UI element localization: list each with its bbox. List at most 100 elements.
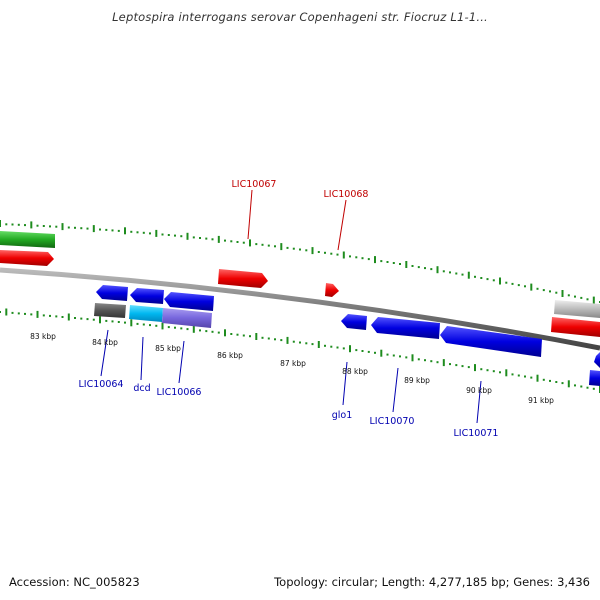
minor-tick [449,271,451,274]
major-tick [92,225,95,233]
minor-tick [0,311,1,313]
minor-tick [11,223,14,226]
minor-tick [236,333,239,336]
minor-tick [305,249,308,252]
kbp-label-89: 89 kbp [404,376,430,385]
minor-tick [324,344,326,347]
minor-tick [267,337,270,340]
major-tick [67,313,70,321]
gene-blue-right-2[interactable] [589,370,600,386]
major-tick [0,220,1,227]
gene-LIC10066[interactable] [162,308,212,328]
major-tick [530,283,533,291]
minor-tick [17,312,20,315]
minor-tick [380,260,383,263]
major-tick [186,232,189,240]
minor-tick [86,318,89,321]
minor-tick [430,360,433,363]
minor-tick [30,313,33,316]
genome-backbone [0,267,600,351]
major-tick [561,290,564,297]
gene-glo1[interactable] [341,314,367,330]
minor-tick [236,241,239,243]
gene-blue-right-1[interactable] [594,352,600,368]
major-tick [30,221,33,229]
minor-tick [430,268,433,271]
minor-tick [136,322,139,325]
minor-tick [399,355,401,358]
minor-tick [80,227,83,230]
minor-tick [292,247,295,250]
gene-LIC10067[interactable] [218,269,268,288]
minor-tick [242,334,245,337]
gene-red-right[interactable] [551,317,600,337]
minor-tick [280,339,283,342]
major-tick [474,364,476,372]
minor-tick [111,229,114,232]
minor-tick [80,317,83,320]
gene-blue-1[interactable] [96,285,128,301]
minor-tick [274,245,276,248]
minor-tick [36,224,39,227]
minor-tick [455,364,458,367]
gene-red-left[interactable] [0,250,54,266]
minor-tick [342,347,345,350]
major-tick [442,359,445,367]
minor-tick [217,331,220,334]
gene-label-LIC10067: LIC10067 [232,179,277,190]
minor-tick [424,267,426,270]
minor-tick [117,229,120,232]
gene-grey-right[interactable] [554,300,600,318]
label-leaders [100,189,482,424]
minor-tick [142,323,145,326]
minor-tick [474,275,476,278]
major-tick [286,336,289,344]
gene-blue-3[interactable] [164,292,214,311]
minor-tick [480,277,483,279]
major-tick [311,247,314,255]
gene-dcd[interactable] [129,305,163,322]
gene-green[interactable] [0,231,55,248]
minor-tick [392,354,395,357]
gene-blue-2[interactable] [130,288,164,304]
minor-tick [161,233,164,236]
minor-tick [67,226,70,229]
minor-tick [230,240,233,243]
forward-genes [0,231,600,337]
minor-tick [192,236,195,239]
minor-tick [61,316,64,318]
minor-tick [99,228,101,231]
minor-tick [136,231,139,234]
gene-LIC10071[interactable] [440,326,542,357]
minor-tick [249,335,251,338]
gene-LIC10064[interactable] [94,303,126,318]
minor-tick [355,256,358,259]
kbp-label-90: 90 kbp [466,386,492,395]
minor-tick [486,369,489,372]
reverse-genes [94,285,600,386]
minor-tick [592,387,595,390]
accession-text: Accession: NC_005823 [9,575,140,589]
minor-tick [361,257,364,260]
major-tick [99,316,101,324]
kbp-scale: 83 kbp 84 kbp 85 kbp 86 kbp 87 kbp 88 kb… [30,332,554,405]
minor-tick [42,225,45,227]
minor-tick [417,266,420,269]
minor-tick [17,223,20,226]
minor-tick [424,359,426,362]
gene-LIC10070[interactable] [371,317,440,339]
minor-tick [149,324,151,327]
minor-tick [149,232,151,235]
minor-tick [174,326,176,329]
minor-tick [492,370,495,373]
minor-tick [467,366,470,369]
minor-tick [361,350,364,352]
minor-tick [486,278,489,281]
gene-LIC10068[interactable] [325,283,339,297]
minor-tick [55,315,58,318]
minor-tick [461,365,464,368]
minor-tick [555,381,558,383]
major-tick [36,310,39,318]
minor-tick [317,251,320,253]
